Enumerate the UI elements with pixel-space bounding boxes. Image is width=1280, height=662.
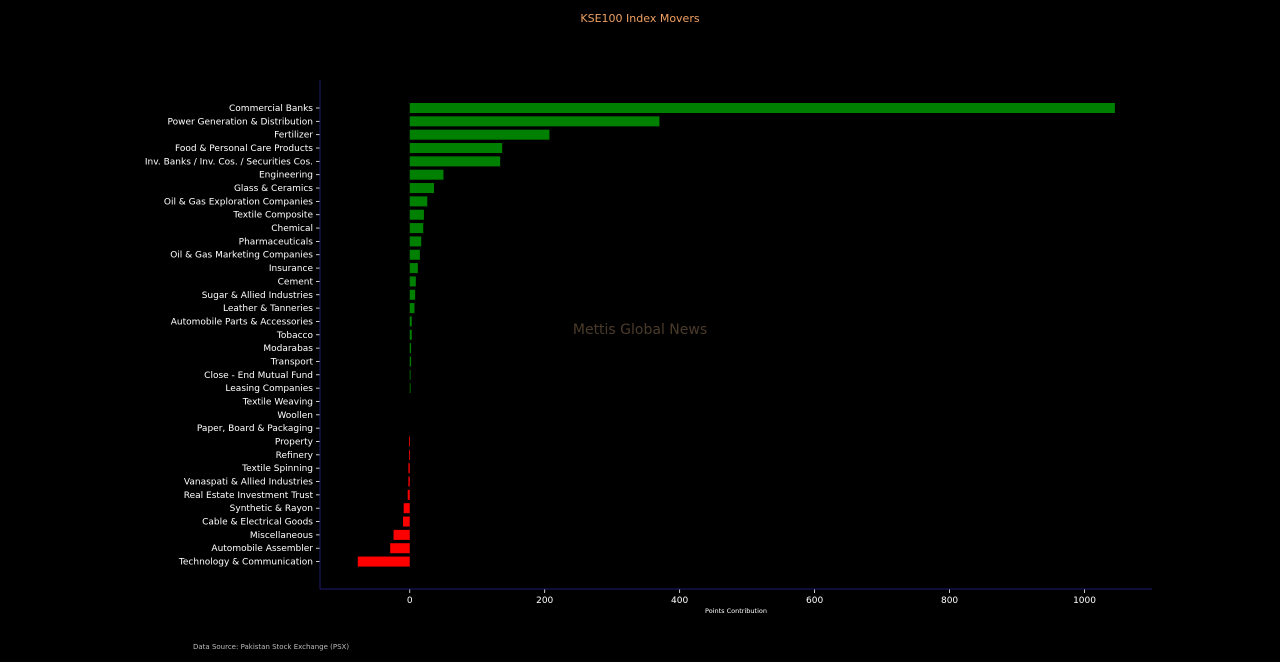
category-label: Cement (278, 277, 314, 287)
category-label: Sugar & Allied Industries (202, 291, 314, 301)
category-label: Automobile Parts & Accessories (171, 317, 314, 327)
bar (390, 543, 410, 554)
category-label: Food & Personal Care Products (175, 144, 313, 154)
bar (409, 223, 424, 234)
x-tick-label: 0 (407, 596, 413, 606)
bar (408, 476, 410, 487)
category-label: Synthetic & Rayon (230, 504, 313, 514)
category-label: Close - End Mutual Fund (204, 371, 313, 381)
bar (409, 329, 412, 340)
category-label: Paper, Board & Packaging (197, 424, 313, 434)
bar (407, 489, 410, 500)
bar (409, 249, 420, 260)
category-label: Technology & Communication (178, 558, 313, 568)
x-tick-label: 200 (536, 596, 553, 606)
category-label: Textile Spinning (241, 464, 313, 474)
bar (409, 129, 550, 140)
category-label: Cable & Electrical Goods (202, 518, 313, 528)
watermark: Mettis Global News (573, 322, 707, 338)
category-label: Automobile Assembler (211, 544, 313, 554)
bar (409, 143, 503, 154)
category-label: Engineering (259, 171, 313, 181)
category-label: Miscellaneous (250, 531, 313, 541)
category-label: Oil & Gas Exploration Companies (164, 197, 313, 207)
bar (409, 183, 435, 194)
category-label: Pharmaceuticals (239, 237, 314, 247)
x-tick-label: 800 (941, 596, 958, 606)
category-label: Leasing Companies (225, 384, 313, 394)
bar (357, 556, 410, 567)
category-label: Property (275, 438, 314, 448)
bar (409, 383, 411, 394)
category-label: Chemical (271, 224, 313, 234)
category-label: Modarabas (263, 344, 313, 354)
bars (357, 103, 1115, 567)
bar (409, 356, 412, 367)
category-label: Tobacco (276, 331, 314, 341)
category-label: Insurance (269, 264, 314, 274)
data-source-note: Data Source: Pakistan Stock Exchange (PS… (193, 643, 349, 651)
bar (402, 516, 410, 527)
bar (409, 369, 411, 380)
bar (403, 503, 410, 514)
x-axis-label: Points Contribution (705, 607, 767, 615)
bar (409, 303, 415, 314)
x-tick-label: 600 (806, 596, 823, 606)
category-label: Oil & Gas Marketing Companies (170, 251, 313, 261)
category-label: Vanaspati & Allied Industries (184, 478, 313, 488)
category-labels: Commercial Banks Power Generation & Distr… (145, 104, 320, 568)
bar (408, 463, 410, 474)
bar (409, 316, 412, 327)
category-label: Textile Weaving (242, 397, 313, 407)
category-label: Real Estate Investment Trust (184, 491, 314, 501)
category-label: Transport (270, 357, 314, 367)
bar (409, 196, 428, 207)
category-label: Woollen (277, 411, 313, 421)
bar (409, 236, 422, 247)
category-label: Power Generation & Distribution (167, 117, 313, 127)
bar (409, 449, 410, 460)
bar (409, 156, 501, 167)
category-label: Leather & Tanneries (223, 304, 313, 314)
category-label: Glass & Ceramics (234, 184, 313, 194)
bar (409, 343, 412, 354)
bar (409, 289, 416, 300)
bar (409, 436, 410, 447)
x-tick-label: 1000 (1073, 596, 1096, 606)
bar (409, 209, 424, 220)
bar (409, 116, 660, 127)
category-label: Inv. Banks / Inv. Cos. / Securities Cos. (145, 157, 313, 167)
bar (409, 276, 416, 287)
category-label: Fertilizer (274, 131, 313, 141)
category-label: Refinery (276, 451, 314, 461)
x-axis-ticks: 0 200 400 600 800 1000 (407, 589, 1096, 606)
chart-title: KSE100 Index Movers (580, 12, 699, 25)
bar (409, 263, 418, 274)
bar (409, 169, 444, 180)
category-label: Textile Composite (232, 211, 313, 221)
x-tick-label: 400 (671, 596, 688, 606)
category-label: Commercial Banks (229, 104, 313, 114)
bar (409, 103, 1115, 113)
bar (393, 529, 410, 540)
